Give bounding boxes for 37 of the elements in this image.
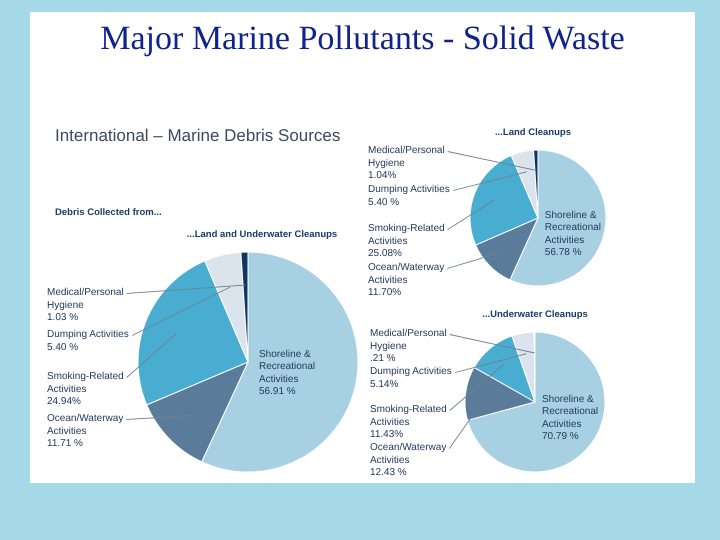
text: Major Marine Pollutants - Solid Waste bbox=[100, 20, 625, 57]
data-label: 70.79 % bbox=[542, 431, 579, 442]
slice-label: Dumping Activities bbox=[47, 329, 129, 340]
slice-label: Shoreline & Recreational Activities bbox=[259, 348, 316, 385]
data-label: 11.71 % bbox=[47, 438, 83, 449]
text: Debris Collected from... bbox=[55, 207, 162, 218]
slice-label: Shoreline & Recreational Activities bbox=[544, 210, 601, 246]
slice-label: Smoking-Related Activities bbox=[47, 371, 124, 394]
data-label: 56.78 % bbox=[544, 247, 582, 258]
data-label: 25.08% bbox=[368, 248, 402, 259]
slice-label: Smoking-Related Activities bbox=[368, 223, 445, 246]
chart-title: ...Land Cleanups bbox=[494, 127, 572, 138]
data-label: .21 % bbox=[370, 353, 396, 364]
slice-label: Smoking-Related Activities bbox=[370, 404, 447, 428]
slice-label: Medical/Personal Hygiene bbox=[370, 328, 447, 352]
text: International – Marine Debris Sources bbox=[55, 126, 340, 146]
slice-label: Ocean/Waterway Activities bbox=[368, 262, 444, 286]
slice-label: Medical/Personal Hygiene bbox=[368, 145, 445, 168]
chart-title: ...Land and Underwater Cleanups bbox=[186, 229, 338, 240]
chart-title: ...Underwater Cleanups bbox=[482, 309, 588, 320]
data-label: 12.43 % bbox=[370, 467, 407, 478]
data-label: 56.91 % bbox=[259, 386, 296, 398]
slice-label: Shoreline & Recreational Activities bbox=[542, 394, 598, 430]
data-label: 1.04% bbox=[368, 170, 396, 181]
slice-label: Ocean/Waterway Activities bbox=[370, 442, 446, 466]
slice-label: Ocean/Waterway Activities bbox=[47, 413, 124, 436]
slice-label: Dumping Activities bbox=[368, 184, 450, 195]
slice-label: Medical/Personal Hygiene bbox=[47, 287, 124, 310]
data-label: 11.43% bbox=[370, 429, 404, 440]
data-label: 5.14% bbox=[370, 378, 398, 390]
data-label: 11.70% bbox=[368, 287, 402, 298]
data-label: 5.40 % bbox=[368, 196, 400, 208]
pie-slice bbox=[466, 332, 606, 472]
data-label: 1.03 % bbox=[47, 312, 78, 323]
slice-label: Dumping Activities bbox=[370, 366, 452, 377]
data-label: 24.94% bbox=[47, 396, 81, 407]
data-label: 5.40 % bbox=[47, 342, 78, 352]
